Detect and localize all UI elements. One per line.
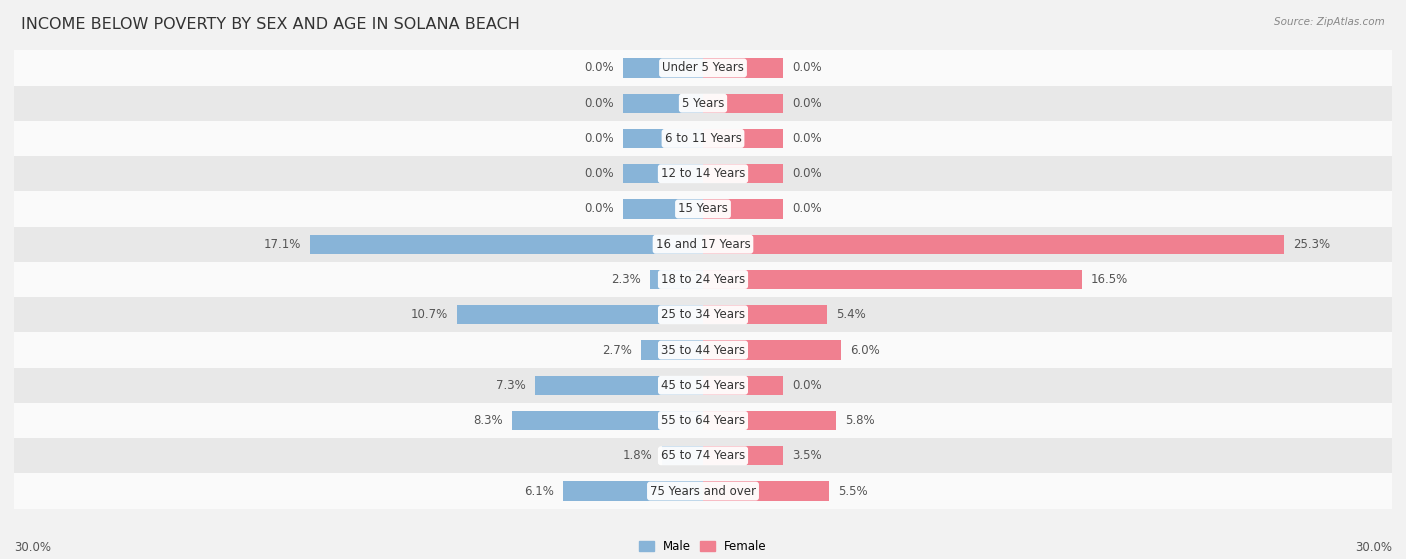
Bar	[14, 333, 1392, 368]
Bar	[14, 368, 1392, 403]
Bar	[14, 473, 1392, 509]
Text: INCOME BELOW POVERTY BY SEX AND AGE IN SOLANA BEACH: INCOME BELOW POVERTY BY SEX AND AGE IN S…	[21, 17, 520, 32]
Text: 45 to 54 Years: 45 to 54 Years	[661, 379, 745, 392]
Bar	[703, 411, 837, 430]
Text: 55 to 64 Years: 55 to 64 Years	[661, 414, 745, 427]
Text: 0.0%: 0.0%	[793, 167, 823, 180]
Text: 0.0%: 0.0%	[583, 97, 613, 110]
Bar	[662, 446, 703, 466]
Text: 0.0%: 0.0%	[583, 61, 613, 74]
Text: 65 to 74 Years: 65 to 74 Years	[661, 449, 745, 462]
Bar	[14, 50, 1392, 86]
Text: 2.7%: 2.7%	[602, 344, 631, 357]
Text: 12 to 14 Years: 12 to 14 Years	[661, 167, 745, 180]
Text: 5.8%: 5.8%	[845, 414, 875, 427]
Text: 17.1%: 17.1%	[264, 238, 301, 251]
Bar	[14, 156, 1392, 191]
Text: 0.0%: 0.0%	[583, 132, 613, 145]
Text: 10.7%: 10.7%	[411, 308, 449, 321]
Text: 5.4%: 5.4%	[837, 308, 866, 321]
Bar	[536, 376, 703, 395]
Text: 0.0%: 0.0%	[583, 202, 613, 215]
Text: 35 to 44 Years: 35 to 44 Years	[661, 344, 745, 357]
Bar	[650, 270, 703, 289]
Text: 15 Years: 15 Years	[678, 202, 728, 215]
Text: 25 to 34 Years: 25 to 34 Years	[661, 308, 745, 321]
Bar	[623, 199, 703, 219]
Text: Source: ZipAtlas.com: Source: ZipAtlas.com	[1274, 17, 1385, 27]
Bar	[14, 191, 1392, 226]
Bar	[623, 164, 703, 183]
Bar	[14, 86, 1392, 121]
Text: 1.8%: 1.8%	[623, 449, 652, 462]
Bar	[703, 340, 841, 360]
Bar	[457, 305, 703, 324]
Text: 2.3%: 2.3%	[612, 273, 641, 286]
Bar	[703, 199, 783, 219]
Text: 30.0%: 30.0%	[1355, 541, 1392, 554]
Text: Under 5 Years: Under 5 Years	[662, 61, 744, 74]
Bar	[703, 446, 783, 466]
Text: 6.0%: 6.0%	[851, 344, 880, 357]
Text: 25.3%: 25.3%	[1294, 238, 1330, 251]
Text: 6.1%: 6.1%	[524, 485, 554, 498]
Bar	[14, 226, 1392, 262]
Bar	[623, 93, 703, 113]
Text: 7.3%: 7.3%	[496, 379, 526, 392]
Text: 8.3%: 8.3%	[474, 414, 503, 427]
Text: 0.0%: 0.0%	[793, 97, 823, 110]
Bar	[14, 262, 1392, 297]
Text: 75 Years and over: 75 Years and over	[650, 485, 756, 498]
Text: 5.5%: 5.5%	[838, 485, 868, 498]
Bar	[562, 481, 703, 501]
Text: 18 to 24 Years: 18 to 24 Years	[661, 273, 745, 286]
Bar	[703, 58, 783, 78]
Bar	[512, 411, 703, 430]
Text: 5 Years: 5 Years	[682, 97, 724, 110]
Bar	[703, 164, 783, 183]
Text: 30.0%: 30.0%	[14, 541, 51, 554]
Text: 0.0%: 0.0%	[583, 167, 613, 180]
Text: 0.0%: 0.0%	[793, 202, 823, 215]
Text: 3.5%: 3.5%	[793, 449, 823, 462]
Text: 16 and 17 Years: 16 and 17 Years	[655, 238, 751, 251]
Bar	[703, 235, 1284, 254]
Bar	[703, 270, 1083, 289]
Bar	[703, 93, 783, 113]
Bar	[641, 340, 703, 360]
Bar	[14, 297, 1392, 333]
Text: 0.0%: 0.0%	[793, 132, 823, 145]
Bar	[703, 481, 830, 501]
Bar	[14, 403, 1392, 438]
Bar	[311, 235, 703, 254]
Bar	[623, 129, 703, 148]
Bar	[703, 305, 827, 324]
Text: 16.5%: 16.5%	[1091, 273, 1129, 286]
Text: 0.0%: 0.0%	[793, 379, 823, 392]
Bar	[14, 438, 1392, 473]
Bar	[14, 121, 1392, 156]
Bar	[703, 129, 783, 148]
Text: 0.0%: 0.0%	[793, 61, 823, 74]
Bar	[623, 58, 703, 78]
Text: 6 to 11 Years: 6 to 11 Years	[665, 132, 741, 145]
Bar	[703, 376, 783, 395]
Legend: Male, Female: Male, Female	[634, 536, 772, 558]
